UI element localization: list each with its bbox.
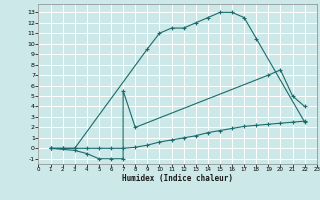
X-axis label: Humidex (Indice chaleur): Humidex (Indice chaleur) (122, 174, 233, 183)
